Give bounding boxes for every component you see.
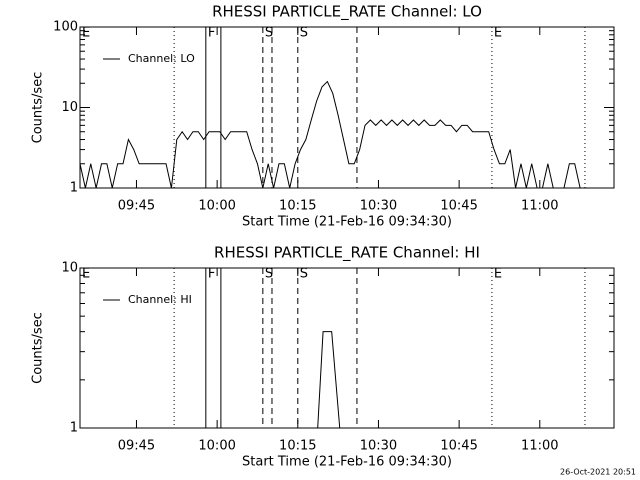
x-tick-label: 09:45 [118, 439, 155, 454]
legend-label: Channel: HI [128, 293, 192, 306]
x-axis-label: Start Time (21-Feb-16 09:34:30) [242, 455, 452, 470]
marker-label: S [300, 267, 308, 282]
marker-label: S [265, 26, 273, 41]
x-tick-label: 10:30 [360, 199, 397, 214]
x-tick-label: 10:00 [198, 439, 235, 454]
y-tick-label: 1 [70, 181, 78, 196]
y-axis-label: Counts/sec [31, 72, 46, 144]
x-axis-label: Start Time (21-Feb-16 09:34:30) [242, 215, 452, 230]
legend-label: Channel: LO [128, 52, 195, 65]
x-tick-label: 10:15 [279, 439, 316, 454]
x-tick-label: 10:30 [360, 439, 397, 454]
x-tick-label: 09:45 [118, 199, 155, 214]
marker-label: E [494, 26, 502, 41]
y-axis-label: Counts/sec [31, 312, 46, 384]
data-line [80, 331, 586, 429]
x-tick-label: 10:15 [279, 199, 316, 214]
data-line [79, 80, 586, 189]
marker-label: E [82, 267, 90, 282]
footer: 26-Oct-2021 20:51 [560, 468, 636, 477]
y-tick-label: 10 [61, 261, 78, 276]
x-tick-label: 11:00 [521, 199, 558, 214]
y-tick-label: 10 [61, 100, 78, 115]
x-tick-label: 11:00 [521, 439, 558, 454]
x-tick-label: 10:45 [440, 199, 477, 214]
x-tick-label: 10:45 [440, 439, 477, 454]
marker-label: F [208, 267, 215, 282]
marker-label: S [265, 267, 273, 282]
y-tick-label: 100 [53, 20, 78, 35]
plot-frame [79, 267, 615, 429]
x-tick-label: 10:00 [198, 199, 235, 214]
marker-label: S [300, 26, 308, 41]
marker-label: E [82, 26, 90, 41]
y-tick-label: 1 [70, 421, 78, 436]
chart-title: RHESSI PARTICLE_RATE Channel: HI [214, 244, 480, 263]
marker-label: F [208, 26, 215, 41]
marker-label: E [494, 267, 502, 282]
chart-title: RHESSI PARTICLE_RATE Channel: LO [212, 3, 482, 22]
